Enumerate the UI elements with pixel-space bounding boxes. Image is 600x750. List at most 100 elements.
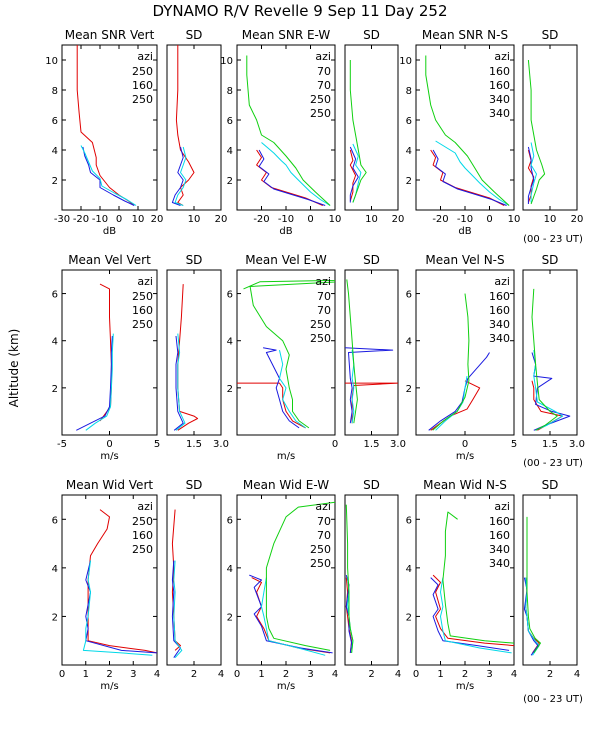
y-tick-label: 4 [52,564,58,575]
panel-title: SD [542,478,559,492]
y-tick-label: 2 [227,176,233,187]
x-tick-label: 10 [508,214,521,225]
x-tick-label: 1.5 [364,439,380,450]
figure-title: DYNAMO R/V Revelle 9 Sep 11 Day 252 [152,2,447,20]
panel-title: Mean SNR N-S [422,28,508,42]
series-group [246,55,331,206]
x-tick-label: 0 [234,669,240,680]
y-tick-label: 6 [406,290,412,301]
series-line-2 [173,335,184,431]
panels: Mean SNR Vert-30 -20 -10 0 10 20246810dBazi25… [45,28,585,692]
y-tick-label: 4 [406,337,412,348]
legend-entry: 160 [132,79,153,92]
panel-16: SD 2 4 [344,478,401,680]
panel-title: SD [542,253,559,267]
series-line-4 [442,511,514,644]
series-line-2 [249,574,333,654]
panel-title: Mean SNR Vert [65,28,155,42]
panel-14: SD 2 4 [166,478,224,680]
y-tick-label: 6 [52,515,58,526]
series-line-4 [425,55,510,206]
series-line-4 [246,55,331,206]
series-group [173,284,199,431]
x-tick-label: 20 [151,214,164,225]
series-line-1 [256,149,323,206]
panel-title: SD [186,478,203,492]
legend-entry: 340 [489,93,510,106]
series-line-2 [345,347,394,424]
panel-title: Mean Wid N-S [423,478,507,492]
panel-title: Mean Vel Vert [68,253,151,267]
x-tick-label: -20 [432,214,448,225]
series-line-2 [531,352,571,431]
series-group [428,293,490,431]
plot-frame [61,44,158,211]
legend-entry: 160 [132,304,153,317]
legend-header: azi [137,275,153,288]
panel-title: SD [363,28,380,42]
x-tick-label: 20 [215,214,228,225]
series-line-4 [526,516,541,654]
series-line-1 [531,380,564,431]
panel-title: SD [542,28,559,42]
series-line-4 [243,279,335,429]
x-tick-label: 4 [218,669,224,680]
series-line-1 [177,284,199,431]
series-line-4 [531,288,558,431]
legend-header: azi [315,50,331,63]
panel-10: SD 1.5 3.0 [344,253,406,450]
legend-entry: 250 [132,318,153,331]
x-tick-label: 10 [132,214,145,225]
x-tick-label: 0 [106,439,112,450]
legend-entry: 160 [489,304,510,317]
series-line-3 [174,146,187,206]
series-line-2 [82,146,135,206]
legend-entry: 340 [489,107,510,120]
legend-entry: 70 [317,65,331,78]
series-group [82,509,157,656]
x-axis-label: dB [458,226,471,237]
y-tick-label: 10 [45,56,58,67]
x-tick-label: 2 [106,669,112,680]
time-label-1: (00 - 23 UT) [523,234,583,245]
panel-title: Mean Vel E-W [245,253,327,267]
series-line-1 [345,577,353,653]
x-tick-label: 0 [307,214,313,225]
panel-6: SD 10 20 [522,28,583,225]
y-tick-label: 6 [227,116,233,127]
x-tick-label: 4 [332,669,338,680]
y-tick-label: 4 [227,337,233,348]
series-group [345,504,354,653]
x-tick-label: -10 [278,214,294,225]
series-group [237,279,335,429]
x-tick-label: -5 [57,439,67,450]
legend-entry: 160 [489,65,510,78]
y-tick-label: 2 [227,384,233,395]
series-line-3 [175,333,186,431]
series-line-3 [85,333,114,431]
legend-entry: 250 [132,290,153,303]
series-line-3 [435,140,510,206]
y-tick-label: 4 [227,564,233,575]
y-tick-label: 4 [227,146,233,157]
series-line-2 [171,146,184,206]
series-group [76,45,137,206]
panel-title: Mean Vel N-S [425,253,504,267]
legend-header: azi [315,275,331,288]
x-tick-label: 3.0 [213,439,229,450]
y-tick-label: 2 [406,176,412,187]
legend-entry: 70 [317,290,331,303]
plot-frame [166,44,222,211]
panel-2: SD 10 20 [166,28,228,225]
legend-entry: 160 [489,290,510,303]
y-tick-label: 2 [406,384,412,395]
legend-entry: 340 [489,318,510,331]
y-axis-label: Altitude (km) [7,329,21,408]
y-tick-label: 6 [52,116,58,127]
plot-frame [522,494,578,666]
